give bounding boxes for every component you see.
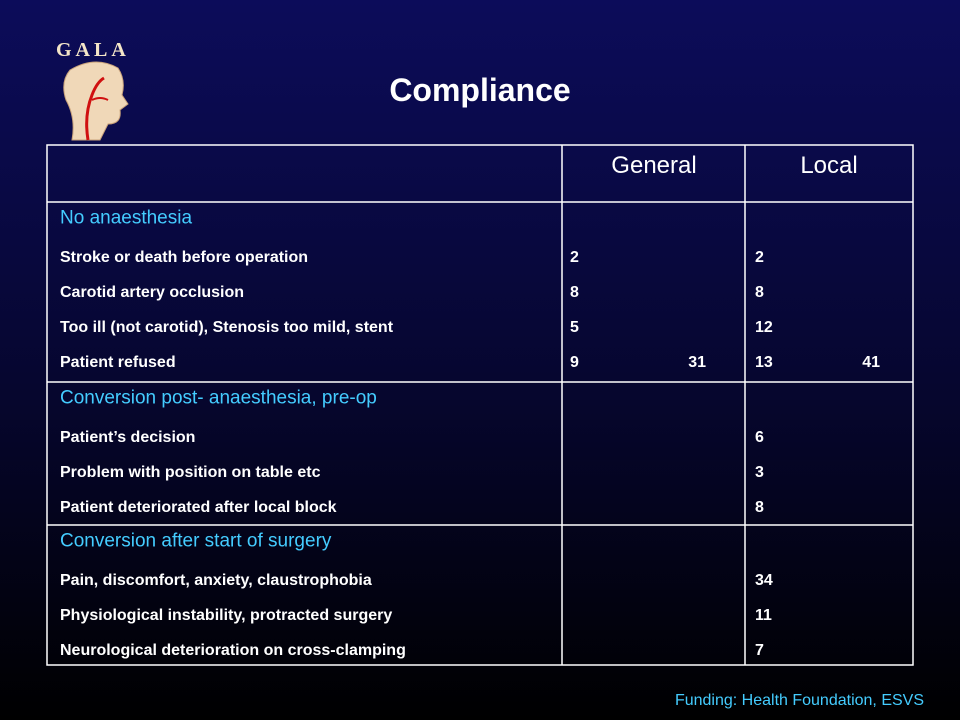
local-value: 34 (755, 572, 773, 589)
column-header: Local (800, 152, 858, 179)
local-value: 2 (755, 249, 764, 266)
row-label: Carotid artery occlusion (60, 284, 245, 301)
row-label: Patient deteriorated after local block (60, 499, 337, 516)
section-heading: Conversion after start of surgery (60, 530, 332, 552)
local-value: 7 (755, 642, 764, 659)
local-value: 11 (755, 607, 772, 624)
local-total: 41 (862, 354, 880, 371)
row-label: Physiological instability, protracted su… (60, 607, 393, 624)
local-value: 3 (755, 464, 764, 481)
row-label: Too ill (not carotid), Stenosis too mild… (60, 319, 394, 336)
local-value: 13 (755, 354, 773, 371)
row-label: Patient’s decision (60, 429, 196, 446)
local-value: 12 (755, 319, 773, 336)
general-value: 8 (570, 284, 579, 301)
row-label: Problem with position on table etc (60, 464, 321, 481)
logo-head (63, 61, 129, 141)
row-label: Stroke or death before operation (60, 249, 309, 266)
general-value: 2 (570, 249, 579, 266)
general-value: 5 (570, 319, 579, 336)
local-value: 6 (755, 429, 764, 446)
local-value: 8 (755, 284, 764, 301)
section-heading: No anaesthesia (60, 207, 193, 229)
local-value: 8 (755, 499, 764, 516)
footer: Funding: Health Foundation, ESVS (674, 692, 924, 709)
row-label: Patient refused (60, 354, 176, 371)
logo-text: GALA (56, 39, 130, 61)
row-label: Neurological deterioration on cross-clam… (60, 642, 406, 659)
row-label: Pain, discomfort, anxiety, claustrophobi… (60, 572, 372, 589)
general-value: 9 (570, 354, 579, 371)
title: Compliance (389, 72, 571, 108)
general-total: 31 (688, 354, 706, 371)
column-header: General (611, 152, 697, 179)
section-heading: Conversion post- anaesthesia, pre-op (60, 387, 377, 409)
table-lines (46, 144, 914, 666)
